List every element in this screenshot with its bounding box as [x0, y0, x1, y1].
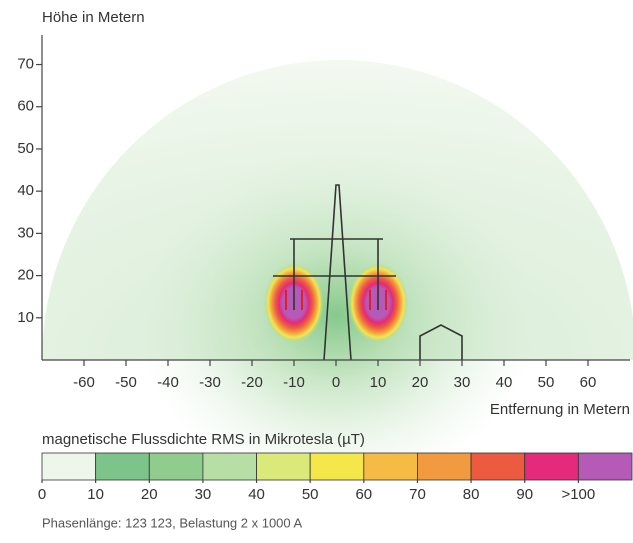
x-tick-label: -50	[115, 374, 137, 391]
colorbar-tick-label: >100	[561, 486, 595, 503]
colorbar-swatch	[417, 452, 472, 481]
colorbar-tick-label: 40	[248, 486, 265, 503]
y-tick-label: 60	[17, 98, 34, 115]
tower	[273, 184, 463, 361]
colorbar-swatch	[148, 452, 204, 481]
x-tick-label: 60	[580, 374, 597, 391]
y-tick-label: 30	[17, 224, 34, 241]
x-tick-label: 20	[412, 374, 429, 391]
colorbar-tick-label: 70	[409, 486, 426, 503]
colorbar-tick-label: 90	[516, 486, 533, 503]
footnote: Phasenlänge: 123 123, Belastung 2 x 1000…	[42, 515, 303, 530]
colorbar-tick-label: 50	[302, 486, 319, 503]
colorbar-swatch	[256, 452, 311, 481]
colorbar-swatch	[95, 452, 150, 481]
x-tick-label: 50	[538, 374, 555, 391]
colorbar-swatch	[309, 452, 365, 481]
colorbar-tick-label: 60	[355, 486, 372, 503]
x-tick-label: 30	[454, 374, 471, 391]
x-tick-label: -10	[283, 374, 305, 391]
colorbar-tick-label: 20	[141, 486, 158, 503]
colorbar-tick-label: 80	[463, 486, 480, 503]
mast	[323, 184, 352, 361]
colorbar-tick-label: 0	[38, 486, 46, 503]
house	[419, 324, 463, 360]
x-tick-label: 0	[332, 374, 340, 391]
conductors	[285, 290, 387, 310]
y-tick-label: 70	[17, 56, 34, 73]
colorbar-swatch	[470, 452, 526, 481]
x-axis-title: Entfernung in Metern	[490, 401, 630, 418]
colorbar-tick-label: 10	[87, 486, 104, 503]
field-inner	[216, 220, 456, 410]
x-tick-label: 10	[370, 374, 387, 391]
colorbar-title: magnetische Flussdichte RMS in Mikrotesl…	[42, 431, 365, 448]
colorbar-swatch	[577, 452, 633, 481]
y-tick-label: 20	[17, 267, 34, 284]
colorbar-swatch	[202, 452, 257, 481]
y-tick-label: 50	[17, 140, 34, 157]
colorbar-swatch	[41, 452, 97, 481]
y-tick-label: 40	[17, 182, 34, 199]
x-tick-label: 40	[496, 374, 513, 391]
colorbar-swatch	[363, 452, 418, 481]
x-tick-label: -20	[241, 374, 263, 391]
y-axis-title: Höhe in Metern	[42, 9, 145, 26]
field	[42, 60, 633, 490]
x-tick-label: -30	[199, 374, 221, 391]
x-tick-label: -60	[73, 374, 95, 391]
x-tick-label: -40	[157, 374, 179, 391]
colorbar-tick-label: 30	[195, 486, 212, 503]
colorbar-swatch	[524, 452, 579, 481]
y-tick-label: 10	[17, 309, 34, 326]
